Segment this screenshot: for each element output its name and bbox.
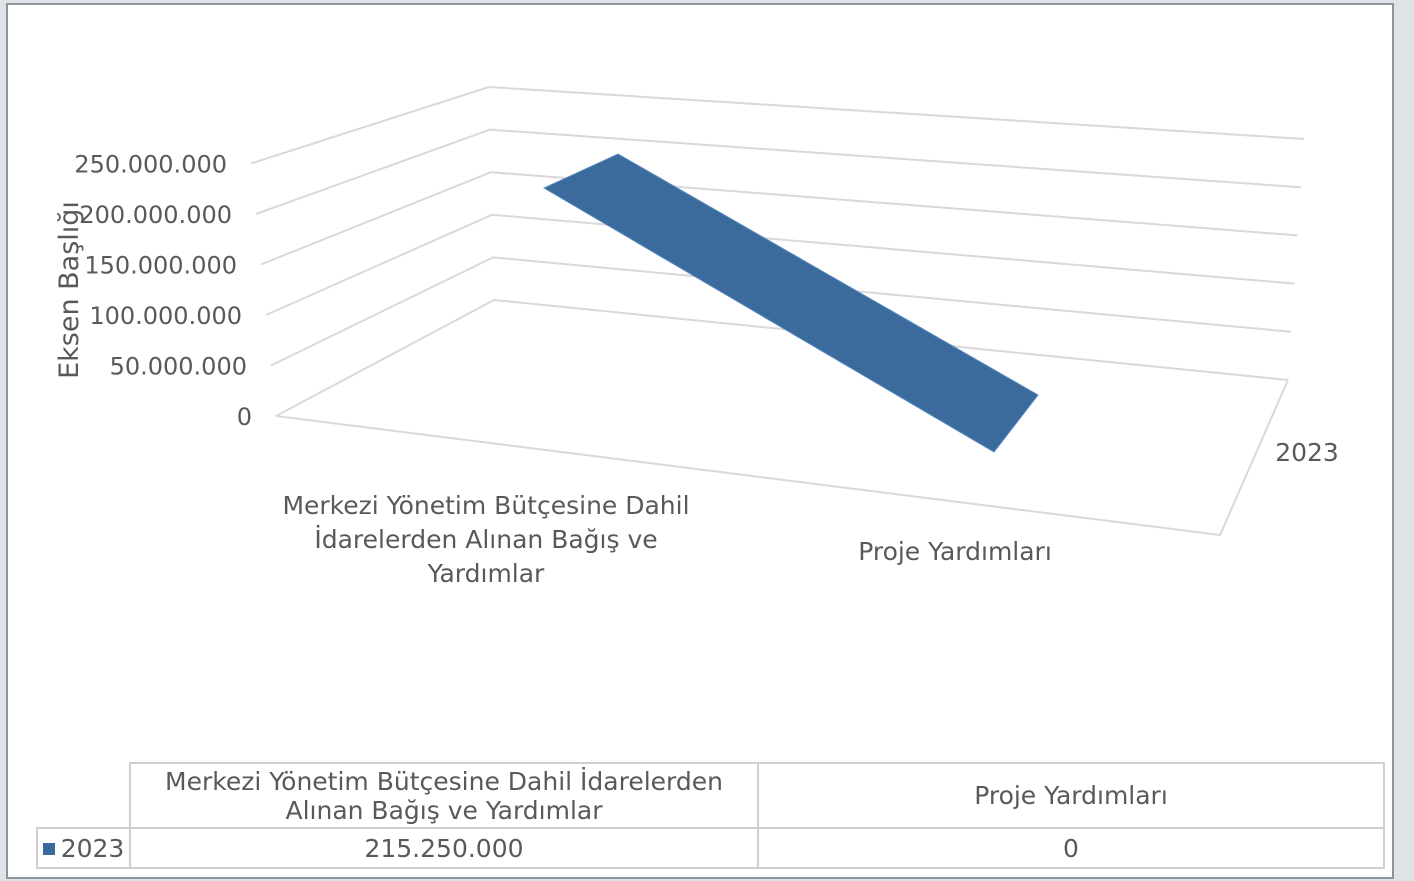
y-tick-label: 250.000.000 — [74, 151, 227, 179]
legend-series-name: 2023 — [60, 833, 125, 863]
depth-axis-label: 2023 — [1275, 438, 1339, 467]
category-labels: Merkezi Yönetim Bütçesine Dahil İdarelerd… — [282, 491, 1051, 588]
data-table: Merkezi Yönetim Bütçesine Dahil İdareler… — [36, 762, 1385, 869]
table-header-row: Merkezi Yönetim Bütçesine Dahil İdareler… — [37, 762, 1385, 829]
y-tick-label: 50.000.000 — [110, 353, 247, 381]
y-axis-title: Eksen Başlığı — [54, 201, 85, 379]
chart-plot: 0 50.000.000 100.000.000 150.000.000 200.000… — [54, 85, 1339, 588]
y-tick-label: 0 — [237, 403, 252, 431]
table-header-text: Alınan Bağış ve Yardımlar — [285, 795, 603, 825]
y-tick-label: 200.000.000 — [79, 201, 232, 229]
gridline — [250, 85, 1305, 165]
floor-edge — [275, 379, 1289, 537]
y-tick-label: 150.000.000 — [84, 252, 237, 280]
gridline — [265, 213, 1295, 316]
category-label: Yardımlar — [427, 559, 545, 588]
y-tick-label: 100.000.000 — [89, 302, 242, 330]
gridline — [260, 171, 1298, 266]
gridline — [270, 256, 1292, 367]
table-header-text: Merkezi Yönetim Bütçesine Dahil İdareler… — [165, 766, 723, 796]
category-label: İdarelerden Alınan Bağış ve — [314, 525, 657, 554]
table-row-label: 2023 — [36, 827, 131, 869]
y-tick-labels: 0 50.000.000 100.000.000 150.000.000 200.000… — [74, 151, 252, 432]
gridlines — [250, 85, 1305, 537]
table-corner-cell — [37, 763, 131, 829]
chart-frame: 0 50.000.000 100.000.000 150.000.000 200.000… — [6, 3, 1394, 879]
table-row: 2023 215.250.000 0 — [36, 827, 1385, 869]
table-header-text: Proje Yardımları — [974, 781, 1168, 810]
gridline — [255, 128, 1301, 215]
table-header-cell: Merkezi Yönetim Bütçesine Dahil İdareler… — [129, 762, 759, 829]
legend-key — [42, 842, 55, 855]
category-label: Merkezi Yönetim Bütçesine Dahil — [282, 491, 689, 520]
table-cell: 0 — [757, 827, 1385, 869]
category-label: Proje Yardımları — [858, 537, 1052, 566]
series-ribbon — [542, 153, 1039, 453]
gridline — [275, 298, 1289, 417]
table-header-cell: Proje Yardımları — [757, 762, 1385, 829]
table-cell: 215.250.000 — [129, 827, 759, 869]
series-ribbon-2023 — [542, 153, 1039, 453]
